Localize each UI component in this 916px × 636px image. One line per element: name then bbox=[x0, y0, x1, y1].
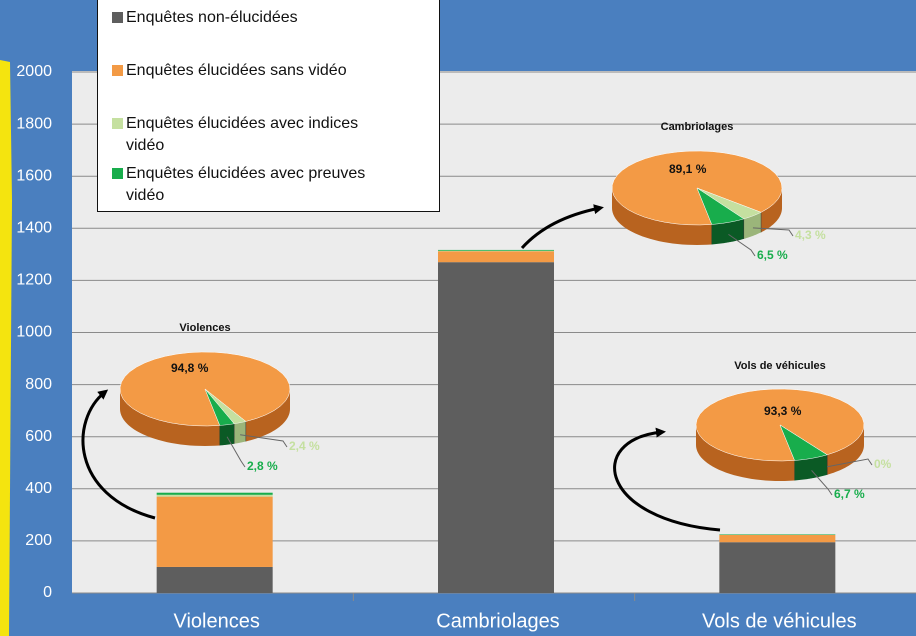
pie-side bbox=[711, 218, 744, 245]
pie-value-label: 94,8 % bbox=[171, 361, 209, 375]
pie-side bbox=[794, 454, 828, 481]
bar-segment bbox=[438, 251, 554, 263]
pie-chart: Vols de véhicules 93,3 % 0% 6,7 % bbox=[695, 360, 892, 501]
pie-slice bbox=[779, 424, 828, 461]
pie-side bbox=[743, 212, 762, 239]
pie-side bbox=[761, 188, 782, 233]
bar-segment bbox=[156, 494, 273, 497]
pie-value-label: 93,3 % bbox=[764, 404, 802, 418]
legend-label: Enquêtes non-élucidées bbox=[126, 9, 298, 26]
legend-item: Enquêtes élucidées avec preuves vidéo bbox=[112, 163, 396, 207]
pie-value-label: 0% bbox=[874, 457, 892, 471]
bar-segment bbox=[719, 534, 836, 543]
pie-slice bbox=[696, 187, 745, 225]
y-tick-label: 400 bbox=[25, 480, 52, 497]
pie-value-label: 2,8 % bbox=[247, 459, 278, 473]
bar-segment bbox=[438, 249, 554, 251]
pie-value-label: 6,5 % bbox=[757, 248, 788, 262]
legend-swatch bbox=[112, 118, 123, 129]
legend-item: Enquêtes non-élucidées bbox=[112, 7, 396, 29]
legend: Enquêtes non-élucidées Enquêtes élucidées… bbox=[97, 0, 440, 212]
pie-chart: Cambriolages 89,1 % 4,3 % 6,5 % bbox=[611, 121, 826, 262]
leader-line bbox=[811, 470, 833, 496]
bar-segment bbox=[438, 250, 554, 252]
pie-side bbox=[696, 425, 795, 481]
legend-swatch bbox=[112, 168, 123, 179]
pie-side bbox=[219, 423, 235, 446]
x-tick-label: Cambriolages bbox=[436, 610, 559, 632]
arrow bbox=[81, 389, 156, 520]
pie-value-label: 6,7 % bbox=[834, 487, 865, 501]
leader-line bbox=[728, 233, 756, 257]
pie-side bbox=[234, 421, 246, 444]
legend-label: Enquêtes élucidées sans vidéo bbox=[126, 62, 347, 79]
pie-side bbox=[612, 188, 712, 245]
bar-segment bbox=[719, 542, 836, 593]
pie-value-label: 4,3 % bbox=[795, 228, 826, 242]
bar-segment bbox=[438, 262, 554, 593]
pie-chart: Violences 94,8 % 2,4 % 2,8 % bbox=[119, 322, 320, 473]
bar-segment bbox=[719, 534, 836, 535]
y-tick-label: 0 bbox=[43, 584, 52, 601]
pie-title: Violences bbox=[179, 322, 230, 334]
pie-slice bbox=[204, 388, 247, 425]
bar-segment bbox=[156, 492, 273, 495]
y-tick-label: 800 bbox=[25, 376, 52, 393]
legend-label: Enquêtes élucidées avec preuves vidéo bbox=[126, 165, 366, 204]
pie-title: Cambriolages bbox=[661, 121, 734, 133]
pie-title: Vols de véhicules bbox=[734, 360, 826, 372]
pie-side bbox=[827, 425, 864, 475]
legend-swatch bbox=[112, 12, 123, 23]
legend-label: Enquêtes élucidées avec indices vidéo bbox=[126, 115, 359, 154]
pie-value-label: 2,4 % bbox=[289, 439, 320, 453]
y-tick-label: 1200 bbox=[16, 272, 52, 289]
x-tick-label: Violences bbox=[173, 610, 259, 632]
y-tick-label: 200 bbox=[25, 532, 52, 549]
pie-slice bbox=[204, 388, 235, 426]
y-tick-label: 2000 bbox=[16, 63, 52, 80]
leader-line bbox=[752, 227, 794, 237]
decor-strip bbox=[0, 60, 12, 636]
y-tick-label: 1800 bbox=[16, 115, 52, 132]
leader-line bbox=[827, 458, 873, 468]
pie-side bbox=[245, 389, 290, 442]
legend-item: Enquêtes élucidées avec indices vidéo bbox=[112, 113, 396, 157]
pie-value-label: 89,1 % bbox=[669, 162, 707, 176]
bar-segment bbox=[156, 496, 273, 567]
y-tick-label: 1600 bbox=[16, 167, 52, 184]
arrow bbox=[613, 427, 721, 532]
pies: Violences 94,8 % 2,4 % 2,8 % Cambriolages 89,… bbox=[119, 121, 892, 501]
legend-item: Enquêtes élucidées sans vidéo bbox=[112, 60, 396, 82]
legend-swatch bbox=[112, 65, 123, 76]
y-tick-label: 1000 bbox=[16, 324, 52, 341]
leader-line bbox=[226, 436, 246, 468]
bar-segment bbox=[156, 566, 273, 593]
pie-side bbox=[120, 389, 220, 446]
pie-slice bbox=[696, 187, 762, 220]
y-tick-label: 600 bbox=[25, 428, 52, 445]
bars bbox=[156, 249, 836, 593]
leader-line bbox=[240, 434, 288, 448]
x-tick-label: Vols de véhicules bbox=[702, 610, 857, 632]
y-tick-label: 1400 bbox=[16, 220, 52, 237]
arrow bbox=[520, 204, 604, 250]
